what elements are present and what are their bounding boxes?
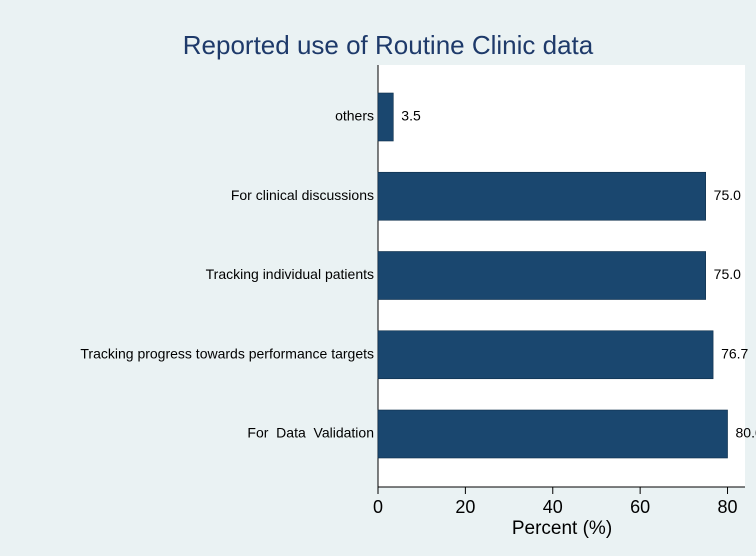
x-tick-label: 40 <box>543 497 563 517</box>
value-label: 3.5 <box>401 108 421 124</box>
value-label: 75.0 <box>714 266 741 282</box>
y-tick-label: Tracking progress towards performance ta… <box>80 345 374 361</box>
x-tick-label: 60 <box>630 497 650 517</box>
bar <box>377 92 394 142</box>
y-tick-label: For Data Validation <box>247 425 374 441</box>
y-tick-label: others <box>335 108 374 124</box>
x-tick-label: 80 <box>718 497 738 517</box>
bar <box>377 330 714 380</box>
value-label: 80.0 <box>736 425 756 441</box>
y-tick-label: For clinical discussions <box>231 187 374 203</box>
value-label: 75.0 <box>714 187 741 203</box>
bar <box>377 409 728 459</box>
y-tick-label: Tracking individual patients <box>206 266 374 282</box>
x-tick-label: 0 <box>373 497 383 517</box>
bar <box>377 171 706 221</box>
chart-title: Reported use of Routine Clinic data <box>183 30 594 60</box>
x-axis-label: Percent (%) <box>512 518 612 539</box>
x-tick-label: 20 <box>455 497 475 517</box>
bar <box>377 251 706 300</box>
value-label: 76.7 <box>721 345 748 361</box>
